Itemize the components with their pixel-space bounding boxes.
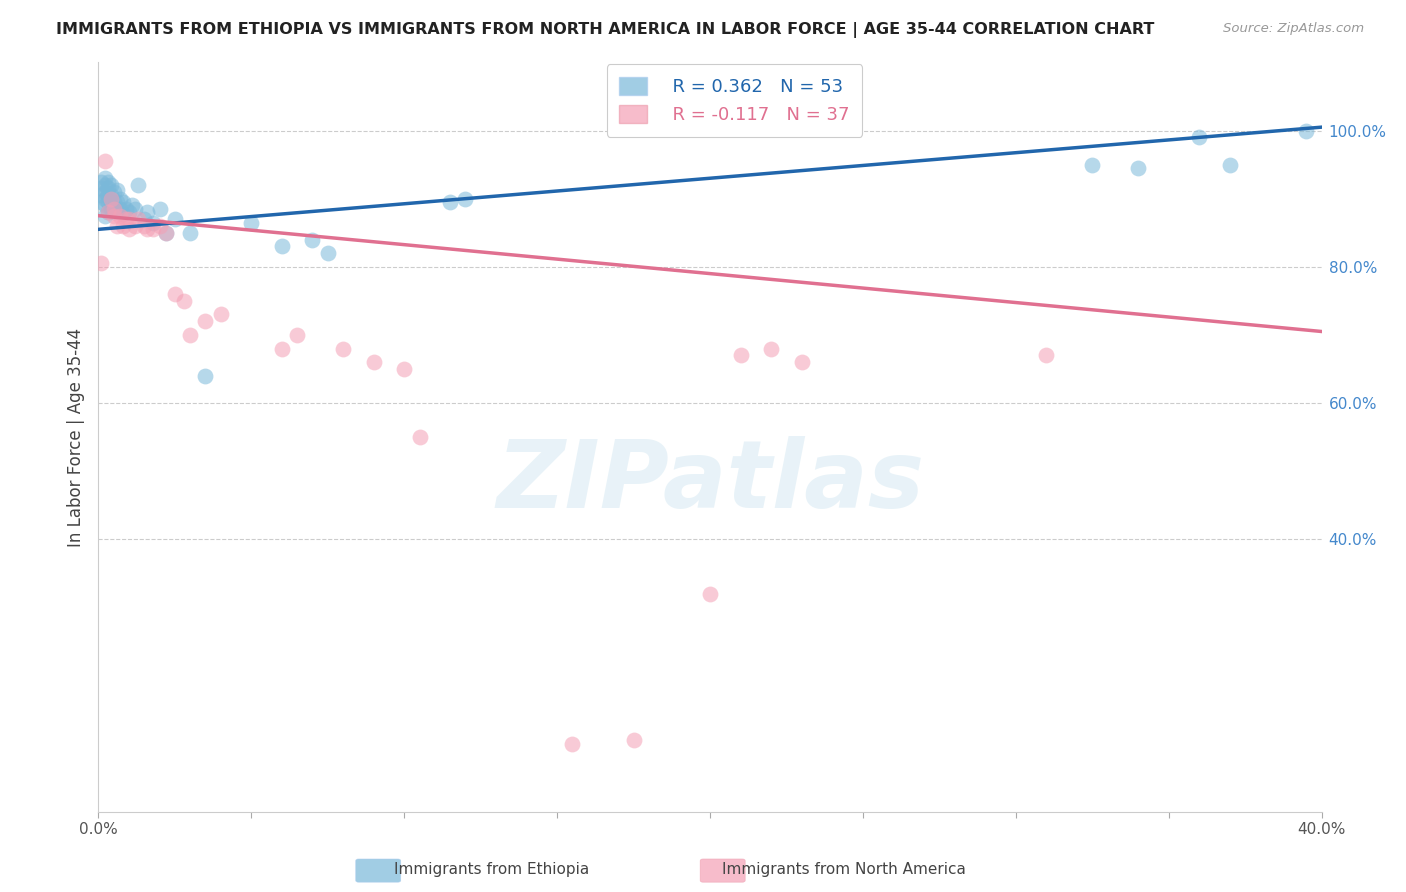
Point xyxy=(90,195,112,210)
Point xyxy=(100,202,122,216)
Point xyxy=(100,195,122,210)
Point xyxy=(105,219,128,233)
Y-axis label: In Labor Force | Age 35-44: In Labor Force | Age 35-44 xyxy=(66,327,84,547)
Point xyxy=(301,233,323,247)
Point xyxy=(136,222,159,236)
Point xyxy=(103,205,125,219)
Point xyxy=(90,188,112,202)
Point xyxy=(1035,348,1057,362)
Point xyxy=(97,181,120,195)
Point xyxy=(316,246,339,260)
Point xyxy=(790,355,813,369)
Point xyxy=(93,185,115,199)
Point xyxy=(179,226,201,240)
Point xyxy=(173,293,195,308)
Point xyxy=(194,314,217,328)
Point xyxy=(623,733,645,747)
Point xyxy=(90,181,112,195)
Point xyxy=(1295,123,1317,137)
Legend:   R = 0.362   N = 53,   R = -0.117   N = 37: R = 0.362 N = 53, R = -0.117 N = 37 xyxy=(607,64,862,137)
Point xyxy=(163,287,186,301)
Point xyxy=(127,212,149,227)
Point xyxy=(163,212,186,227)
Point xyxy=(1188,130,1211,145)
Point xyxy=(1219,158,1241,172)
Point xyxy=(124,219,146,233)
Point xyxy=(103,185,125,199)
Point xyxy=(118,222,141,236)
Point xyxy=(105,184,128,198)
Point xyxy=(136,205,159,219)
Point xyxy=(142,222,165,236)
Point xyxy=(392,362,416,376)
Text: Source: ZipAtlas.com: Source: ZipAtlas.com xyxy=(1223,22,1364,36)
Text: Immigrants from Ethiopia: Immigrants from Ethiopia xyxy=(395,863,589,877)
Point xyxy=(332,342,354,356)
Text: IMMIGRANTS FROM ETHIOPIA VS IMMIGRANTS FROM NORTH AMERICA IN LABOR FORCE | AGE 3: IMMIGRANTS FROM ETHIOPIA VS IMMIGRANTS F… xyxy=(56,22,1154,38)
Point xyxy=(93,198,115,212)
Point xyxy=(105,203,128,218)
Point xyxy=(270,239,292,253)
Point xyxy=(699,587,721,601)
Point xyxy=(118,212,141,227)
Text: Immigrants from North America: Immigrants from North America xyxy=(721,863,966,877)
Point xyxy=(115,212,138,227)
Point xyxy=(93,192,115,206)
Point xyxy=(285,327,308,342)
Point xyxy=(142,215,165,229)
Point xyxy=(134,212,156,227)
Point xyxy=(97,195,120,210)
Point xyxy=(209,308,232,322)
Point xyxy=(121,198,143,212)
Point xyxy=(103,202,125,216)
Point xyxy=(439,195,461,210)
Point xyxy=(1081,158,1104,172)
Point xyxy=(90,256,112,270)
Point xyxy=(111,195,134,210)
Point xyxy=(93,171,115,186)
Point xyxy=(111,219,134,233)
Point xyxy=(124,202,146,216)
Point xyxy=(1128,161,1150,175)
Point xyxy=(179,327,201,342)
Point xyxy=(730,348,752,362)
Point xyxy=(90,175,112,189)
Point xyxy=(103,209,125,223)
Point xyxy=(270,342,292,356)
Point xyxy=(118,205,141,219)
Point xyxy=(97,205,120,219)
Point xyxy=(111,207,134,221)
Text: ZIPatlas: ZIPatlas xyxy=(496,436,924,528)
Point xyxy=(93,178,115,192)
Point xyxy=(105,195,128,210)
Point xyxy=(561,737,583,751)
Point xyxy=(149,219,172,233)
Point xyxy=(103,195,125,210)
Point xyxy=(108,209,131,223)
Point xyxy=(93,209,115,223)
Point xyxy=(115,202,138,216)
Point xyxy=(100,188,122,202)
Point xyxy=(194,368,217,383)
Point xyxy=(240,215,263,229)
Point xyxy=(127,178,149,192)
Point xyxy=(155,226,177,240)
Point xyxy=(97,175,120,189)
Point xyxy=(155,226,177,240)
Point xyxy=(363,355,385,369)
Point xyxy=(454,192,477,206)
Point xyxy=(149,202,172,216)
Point xyxy=(408,430,430,444)
Point xyxy=(100,178,122,192)
Point xyxy=(93,154,115,169)
Point xyxy=(134,219,156,233)
Point xyxy=(100,192,122,206)
Point xyxy=(759,342,782,356)
Point xyxy=(108,202,131,216)
Point xyxy=(108,192,131,206)
Point xyxy=(97,205,120,219)
Point xyxy=(97,188,120,202)
